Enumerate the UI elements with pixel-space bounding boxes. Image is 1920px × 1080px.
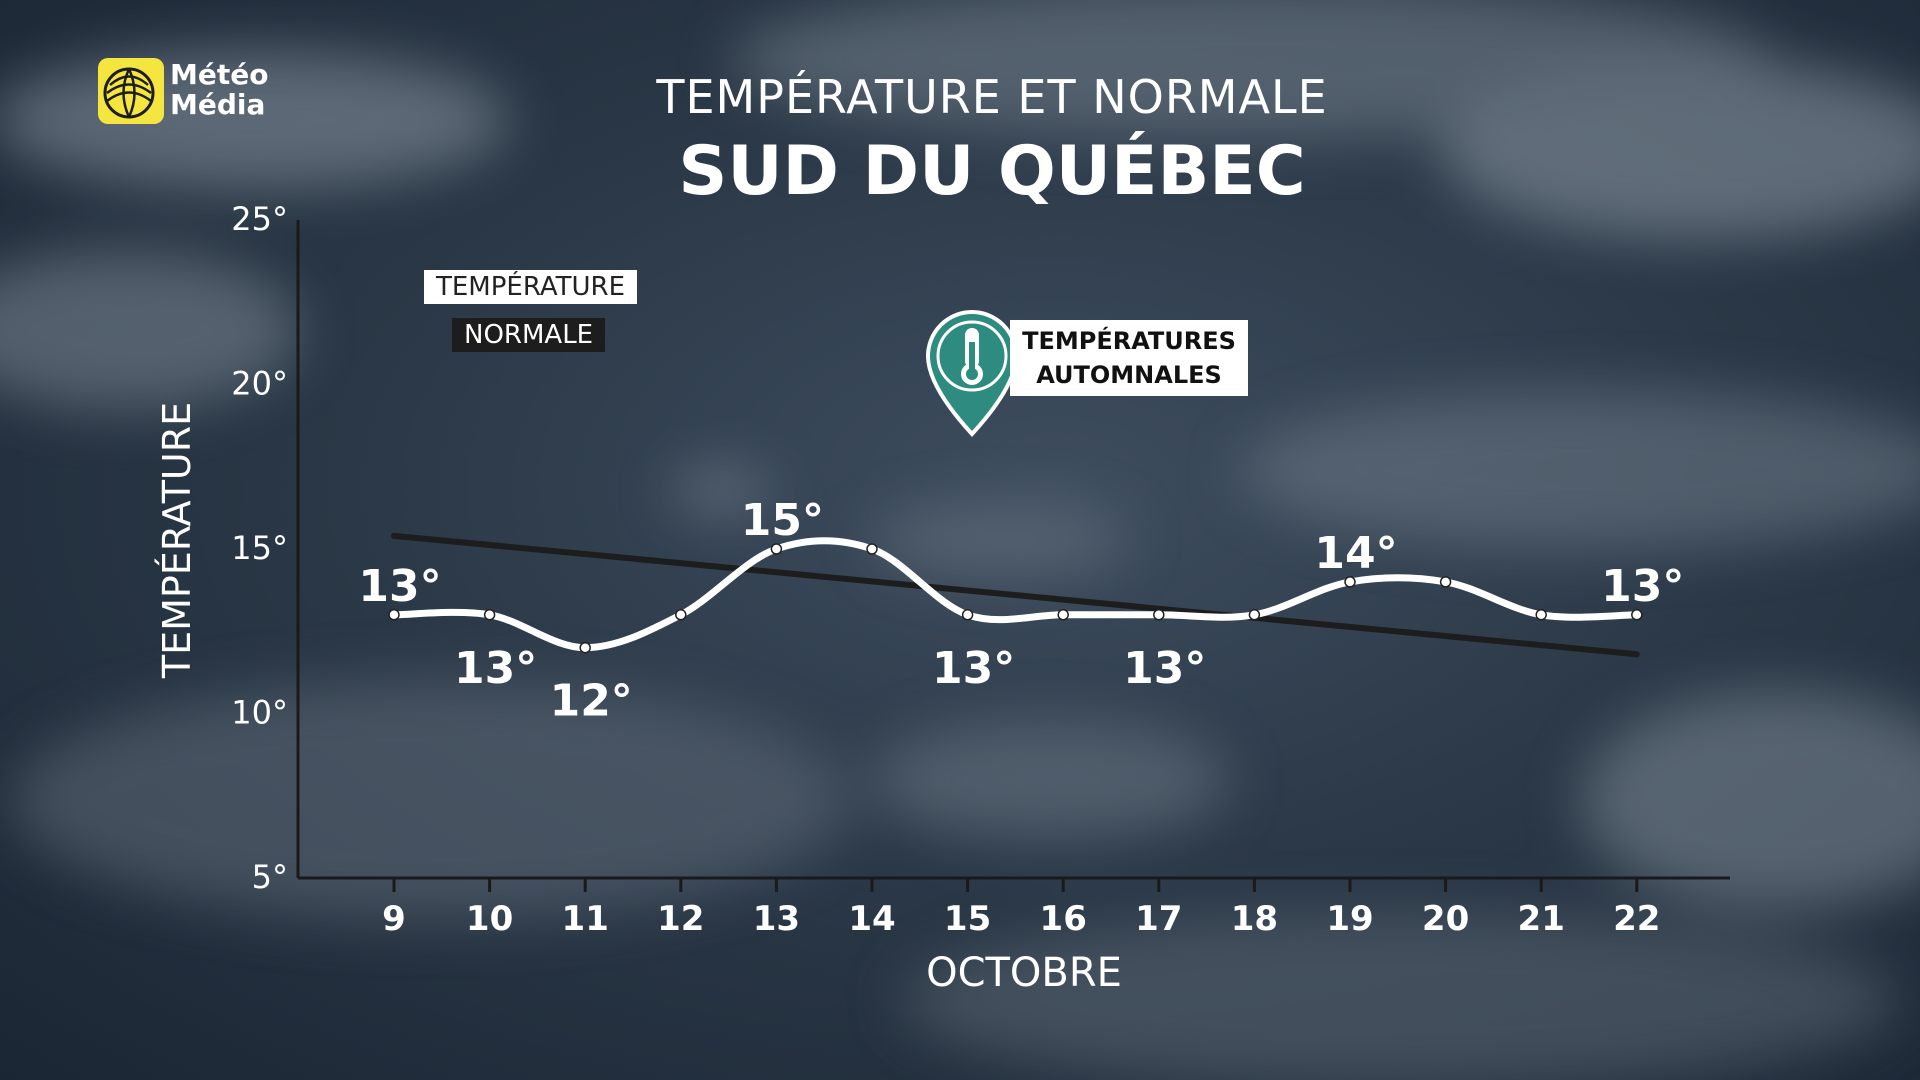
chart-labels: 5° 10° 15° 20° 25° 9 10 11 12 13 14 15 16 17 18 19 20 21 2… bbox=[155, 200, 1684, 996]
chart-axes bbox=[296, 220, 1730, 892]
y-tick-label: 10° bbox=[231, 694, 288, 732]
y-tick-label: 20° bbox=[231, 365, 288, 403]
chart-marks bbox=[388, 532, 1643, 658]
temperature-point bbox=[1153, 609, 1165, 621]
chart-subtitle: SUD DU QUÉBEC bbox=[678, 132, 1306, 211]
legend-normale: NORMALE bbox=[452, 318, 606, 352]
data-label: 12° bbox=[550, 676, 633, 727]
globe-icon bbox=[103, 67, 155, 119]
x-tick-label: 10 bbox=[466, 899, 513, 939]
y-tick-label: 5° bbox=[252, 858, 288, 896]
badge-line1: TEMPÉRATURES bbox=[1022, 327, 1236, 355]
y-tick-label: 15° bbox=[231, 529, 288, 567]
temperature-line bbox=[393, 537, 1637, 652]
temperature-point bbox=[483, 609, 496, 621]
x-axis-title: OCTOBRE bbox=[926, 950, 1122, 996]
data-label: 14° bbox=[1314, 528, 1397, 579]
temperature-point bbox=[1439, 576, 1452, 588]
x-tick-label: 19 bbox=[1326, 899, 1373, 939]
temperature-point bbox=[866, 543, 878, 555]
normale-line bbox=[391, 532, 1640, 658]
temperature-point bbox=[1057, 609, 1069, 621]
x-tick-label: 14 bbox=[848, 899, 895, 939]
data-label: 13° bbox=[454, 643, 537, 694]
x-tick-label: 13 bbox=[753, 899, 800, 939]
badge-line2: AUTOMNALES bbox=[1036, 361, 1222, 389]
temperature-point bbox=[770, 543, 783, 555]
x-tick-label: 11 bbox=[562, 899, 609, 939]
meteomedia-logo: Météo Média bbox=[98, 58, 298, 128]
data-label: 13° bbox=[1123, 643, 1206, 694]
data-label: 13° bbox=[1601, 561, 1684, 612]
x-tick-label: 22 bbox=[1613, 899, 1660, 939]
temperature-point bbox=[1535, 609, 1547, 621]
chart-title: TEMPÉRATURE ET NORMALE bbox=[656, 70, 1328, 124]
y-axis-title: TEMPÉRATURE bbox=[155, 402, 199, 679]
logo-text-line2: Média bbox=[170, 88, 266, 121]
x-tick-label: 18 bbox=[1231, 899, 1278, 939]
logo-globe-icon bbox=[98, 58, 164, 124]
temperature-point bbox=[1248, 609, 1261, 621]
temperature-point bbox=[579, 641, 591, 654]
temperature-point bbox=[388, 609, 400, 621]
legend-temperature: TEMPÉRATURE bbox=[424, 270, 638, 304]
badge-autumn-temperatures: TEMPÉRATURES AUTOMNALES bbox=[1010, 320, 1248, 396]
x-tick-label: 21 bbox=[1518, 899, 1565, 939]
temperature-point bbox=[1631, 609, 1643, 621]
data-label: 15° bbox=[741, 495, 824, 546]
temperature-point bbox=[1344, 576, 1356, 588]
x-tick-label: 20 bbox=[1422, 899, 1469, 939]
y-tick-label: 25° bbox=[231, 200, 288, 238]
logo-text-line1: Météo bbox=[170, 58, 269, 91]
x-tick-label: 16 bbox=[1040, 899, 1087, 939]
x-tick-label: 17 bbox=[1135, 899, 1182, 939]
thermometer-icon bbox=[925, 309, 1019, 437]
x-tick-label: 15 bbox=[944, 899, 991, 939]
data-label: 13° bbox=[358, 561, 441, 612]
data-label: 13° bbox=[932, 643, 1015, 694]
temperature-point bbox=[961, 609, 974, 621]
temperature-point bbox=[675, 609, 687, 621]
x-tick-label: 9 bbox=[382, 899, 406, 939]
x-tick-label: 12 bbox=[657, 899, 704, 939]
